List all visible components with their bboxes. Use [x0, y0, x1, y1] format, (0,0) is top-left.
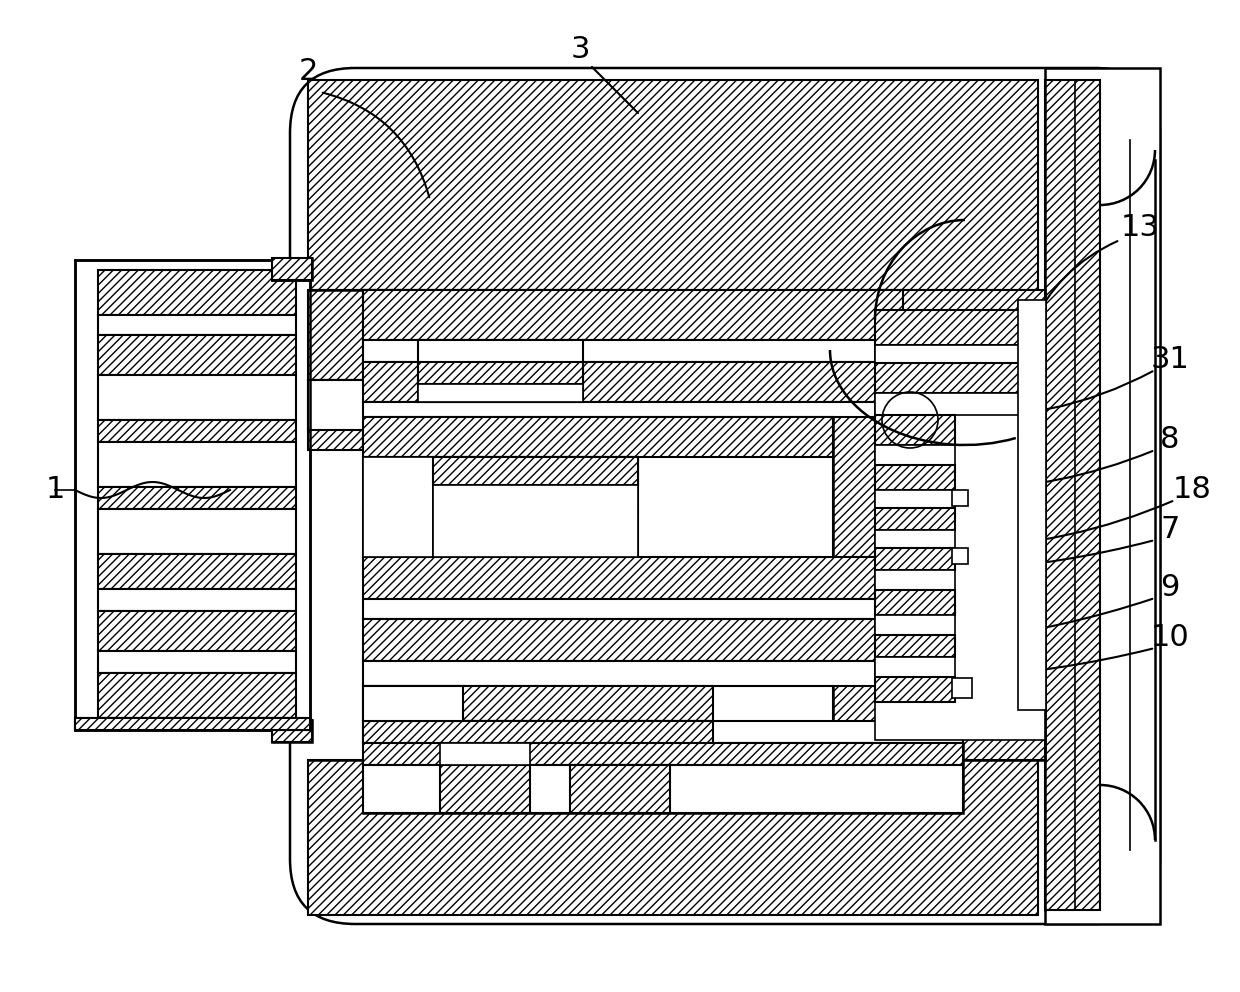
Bar — [272, 720, 312, 742]
Bar — [363, 721, 713, 743]
Bar — [875, 445, 955, 465]
Text: 9: 9 — [1161, 573, 1179, 602]
Bar — [98, 420, 296, 442]
Bar — [875, 415, 955, 445]
Bar — [875, 310, 1045, 345]
Bar — [418, 384, 583, 402]
Bar — [308, 380, 363, 450]
Bar — [363, 557, 963, 599]
Bar — [875, 490, 955, 508]
Bar — [833, 290, 1045, 760]
Bar — [875, 345, 1045, 363]
Bar — [74, 718, 310, 730]
Bar — [570, 765, 670, 813]
Bar — [98, 270, 296, 315]
Bar — [98, 487, 296, 509]
Bar — [98, 673, 296, 718]
Bar — [363, 512, 639, 557]
Bar — [98, 611, 296, 651]
Text: 13: 13 — [1121, 213, 1159, 242]
Bar — [363, 457, 433, 557]
Bar — [363, 457, 639, 512]
Bar — [1018, 300, 1047, 710]
Bar — [308, 80, 1038, 290]
Bar — [875, 508, 955, 530]
Bar — [418, 362, 583, 384]
Text: 7: 7 — [1161, 516, 1179, 545]
Bar — [272, 720, 312, 742]
Bar — [74, 718, 310, 730]
Bar — [308, 380, 668, 430]
Bar — [875, 310, 1045, 740]
Bar — [363, 290, 903, 340]
Bar — [833, 290, 1045, 760]
Bar — [440, 765, 529, 813]
Bar — [363, 661, 963, 686]
Bar — [418, 340, 583, 402]
Bar — [98, 554, 296, 589]
Bar — [363, 599, 963, 619]
Bar — [875, 635, 955, 657]
Bar — [363, 402, 963, 417]
Bar — [98, 442, 296, 487]
Bar — [98, 315, 296, 335]
Bar — [363, 743, 963, 813]
Bar — [98, 589, 296, 611]
Bar — [952, 678, 972, 698]
Bar — [363, 686, 713, 721]
Text: 18: 18 — [1173, 475, 1211, 505]
Bar — [98, 335, 296, 375]
Bar — [570, 765, 670, 813]
Bar — [875, 363, 1045, 393]
Bar — [875, 615, 955, 635]
Bar — [1045, 68, 1159, 924]
Bar — [875, 677, 955, 702]
Bar — [363, 340, 963, 362]
Bar — [433, 457, 639, 557]
Bar — [98, 509, 296, 554]
Bar — [272, 258, 312, 280]
Bar — [875, 465, 955, 490]
Text: 10: 10 — [1151, 624, 1189, 653]
Bar — [875, 530, 955, 548]
Bar — [272, 258, 312, 280]
Bar — [363, 721, 963, 743]
Bar — [440, 765, 529, 813]
Text: 31: 31 — [1151, 345, 1189, 375]
Bar — [433, 485, 639, 557]
Bar — [875, 393, 1045, 415]
Bar — [98, 375, 296, 420]
Bar — [363, 417, 833, 457]
Bar — [363, 743, 963, 765]
Bar — [363, 290, 644, 380]
Bar — [875, 548, 955, 570]
Bar — [363, 362, 963, 402]
Text: 3: 3 — [570, 36, 590, 64]
Bar — [363, 619, 963, 661]
Bar — [308, 760, 1038, 915]
Bar — [98, 651, 296, 673]
Text: 2: 2 — [299, 58, 317, 86]
Bar — [433, 457, 639, 485]
Bar — [363, 765, 963, 813]
Bar — [308, 290, 408, 380]
Bar — [952, 548, 968, 564]
FancyBboxPatch shape — [290, 68, 1159, 924]
Bar — [875, 657, 955, 677]
Bar — [74, 260, 310, 730]
Bar — [418, 362, 583, 402]
Bar — [440, 743, 529, 765]
Text: 1: 1 — [46, 475, 64, 505]
Bar — [875, 570, 955, 590]
Text: 8: 8 — [1161, 426, 1179, 454]
Bar — [363, 686, 463, 721]
Bar — [952, 490, 968, 506]
Bar — [875, 590, 955, 615]
Bar — [1045, 80, 1100, 910]
